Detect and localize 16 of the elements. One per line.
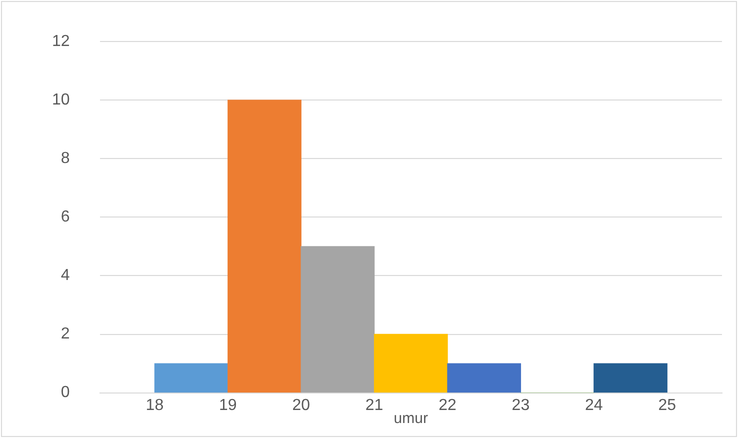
- y-tick-label: 4: [60, 267, 70, 284]
- y-tick-label: 12: [52, 33, 70, 50]
- x-tick-label: 24: [585, 396, 603, 414]
- x-tick-label: 25: [658, 396, 676, 414]
- x-tick-label: 18: [146, 396, 164, 414]
- x-tick-label: 23: [512, 396, 530, 414]
- y-tick-label: 10: [52, 92, 70, 109]
- y-tick-label: 0: [60, 384, 70, 402]
- y-tick-label: 6: [60, 208, 70, 226]
- x-tick-label: 22: [438, 396, 456, 414]
- y-tick-label: 2: [60, 326, 70, 343]
- x-axis-title: umur: [394, 410, 428, 428]
- y-tick-label: 8: [60, 150, 70, 168]
- x-tick-label: 19: [219, 396, 237, 414]
- x-tick-label: 20: [292, 396, 310, 414]
- x-tick-label: 21: [365, 396, 384, 414]
